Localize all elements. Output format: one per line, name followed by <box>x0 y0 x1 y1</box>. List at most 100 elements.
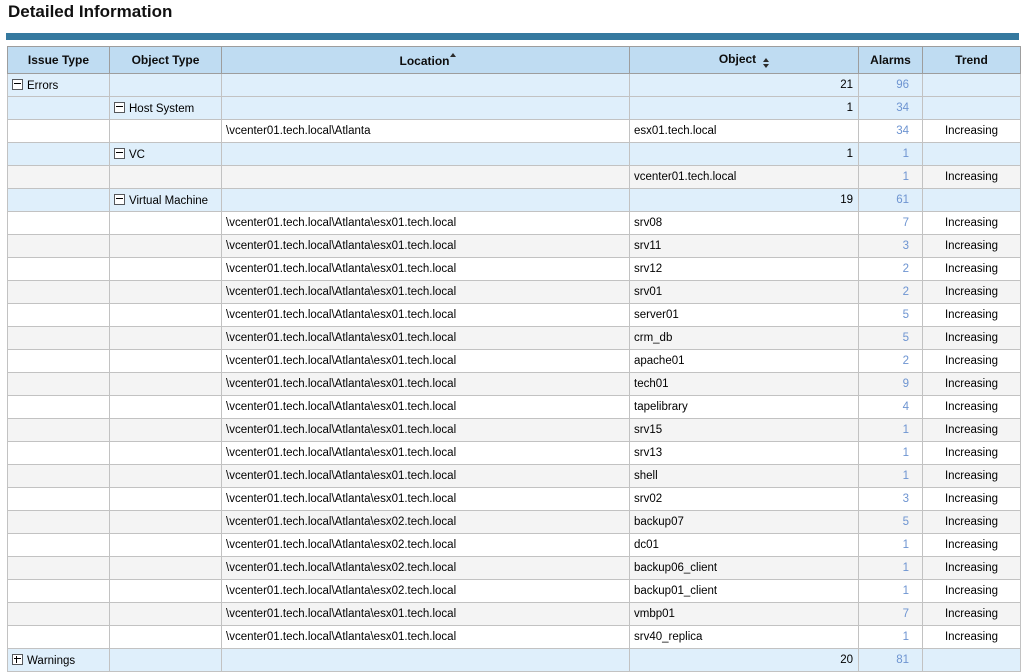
object-cell: srv11 <box>629 234 859 258</box>
alarms-count-cell[interactable]: 3 <box>858 234 923 258</box>
object-cell: 21 <box>629 73 859 97</box>
sort-both-icon <box>763 58 770 68</box>
table-row: \vcenter01.tech.local\Atlanta\esx01.tech… <box>7 257 1021 281</box>
issue-type-cell <box>7 303 110 327</box>
location-cell <box>221 73 630 97</box>
column-header-trend[interactable]: Trend <box>922 46 1021 74</box>
table-row: vcenter01.tech.local 1 Increasing <box>7 165 1021 189</box>
expand-icon[interactable] <box>12 653 23 665</box>
alarms-count-cell[interactable]: 2 <box>858 349 923 373</box>
object-type-cell <box>109 625 222 649</box>
trend-cell: Increasing <box>922 510 1021 534</box>
column-header-object[interactable]: Object <box>629 46 859 74</box>
alarms-count-cell[interactable]: 2 <box>858 257 923 281</box>
alarms-count-cell[interactable]: 9 <box>858 372 923 396</box>
alarms-count-cell[interactable]: 61 <box>858 188 923 212</box>
object-cell: tapelibrary <box>629 395 859 419</box>
location-cell: \vcenter01.tech.local\Atlanta\esx01.tech… <box>221 280 630 304</box>
alarms-count-cell[interactable]: 5 <box>858 303 923 327</box>
object-cell: server01 <box>629 303 859 327</box>
trend-cell <box>922 73 1021 97</box>
trend-cell: Increasing <box>922 280 1021 304</box>
trend-cell <box>922 188 1021 212</box>
trend-cell: Increasing <box>922 579 1021 603</box>
object-type-cell <box>109 372 222 396</box>
object-type-cell: Virtual Machine <box>109 188 222 212</box>
trend-cell: Increasing <box>922 441 1021 465</box>
alarms-count-cell[interactable]: 1 <box>858 418 923 442</box>
alarms-count-cell[interactable]: 1 <box>858 142 923 166</box>
location-cell: \vcenter01.tech.local\Atlanta\esx01.tech… <box>221 418 630 442</box>
alarms-count-cell[interactable]: 34 <box>858 119 923 143</box>
alarms-count-cell[interactable]: 2 <box>858 280 923 304</box>
issue-type-cell <box>7 579 110 603</box>
object-type-cell <box>109 395 222 419</box>
object-cell: vmbp01 <box>629 602 859 626</box>
alarms-count-cell[interactable]: 1 <box>858 625 923 649</box>
alarms-count-cell[interactable]: 4 <box>858 395 923 419</box>
table-row: \vcenter01.tech.local\Atlanta\esx01.tech… <box>7 280 1021 304</box>
object-type-cell <box>109 533 222 557</box>
table-row: \vcenter01.tech.local\Atlanta\esx02.tech… <box>7 533 1021 557</box>
page-title: Detailed Information <box>8 2 173 21</box>
alarms-count-cell[interactable]: 1 <box>858 533 923 557</box>
alarms-count-cell[interactable]: 1 <box>858 464 923 488</box>
alarms-count-cell[interactable]: 1 <box>858 556 923 580</box>
location-cell: \vcenter01.tech.local\Atlanta\esx02.tech… <box>221 579 630 603</box>
issue-type-cell <box>7 441 110 465</box>
alarms-count-cell[interactable]: 1 <box>858 579 923 603</box>
location-cell: \vcenter01.tech.local\Atlanta\esx01.tech… <box>221 395 630 419</box>
group-row-errors: Errors 21 96 <box>7 73 1021 97</box>
location-cell <box>221 165 630 189</box>
alarms-count-cell[interactable]: 96 <box>858 73 923 97</box>
alarms-count-cell[interactable]: 34 <box>858 96 923 120</box>
object-cell: esx01.tech.local <box>629 119 859 143</box>
column-header-object-type[interactable]: Object Type <box>109 46 222 74</box>
alarms-count-cell[interactable]: 1 <box>858 165 923 189</box>
trend-cell: Increasing <box>922 372 1021 396</box>
alarms-count-cell[interactable]: 3 <box>858 487 923 511</box>
alarms-count-cell[interactable]: 7 <box>858 211 923 235</box>
issue-type-cell: Errors <box>7 73 110 97</box>
location-cell: \vcenter01.tech.local\Atlanta\esx01.tech… <box>221 326 630 350</box>
location-cell <box>221 142 630 166</box>
issue-type-cell <box>7 464 110 488</box>
table-row: \vcenter01.tech.local\Atlanta\esx01.tech… <box>7 234 1021 258</box>
detailed-information-table: Issue Type Object Type Location Object A… <box>7 46 1021 672</box>
location-cell <box>221 96 630 120</box>
column-header-alarms[interactable]: Alarms <box>858 46 923 74</box>
issue-type-cell <box>7 602 110 626</box>
collapse-icon[interactable] <box>12 78 23 90</box>
issue-type-cell <box>7 395 110 419</box>
group-row-host-system: Host System 1 34 <box>7 96 1021 120</box>
alarms-count-cell[interactable]: 1 <box>858 441 923 465</box>
table-row: \vcenter01.tech.local\Atlanta\esx01.tech… <box>7 625 1021 649</box>
trend-cell: Increasing <box>922 418 1021 442</box>
object-type-cell <box>109 119 222 143</box>
object-cell: 19 <box>629 188 859 212</box>
alarms-count-cell[interactable]: 81 <box>858 648 923 672</box>
column-header-location[interactable]: Location <box>221 46 630 74</box>
issue-type-cell <box>7 165 110 189</box>
table-row: \vcenter01.tech.local\Atlanta\esx01.tech… <box>7 487 1021 511</box>
column-header-label: Object Type <box>131 53 200 67</box>
object-cell: srv13 <box>629 441 859 465</box>
column-header-issue-type[interactable]: Issue Type <box>7 46 110 74</box>
collapse-icon[interactable] <box>114 101 125 113</box>
location-cell: \vcenter01.tech.local\Atlanta\esx01.tech… <box>221 303 630 327</box>
location-cell: \vcenter01.tech.local\Atlanta\esx01.tech… <box>221 349 630 373</box>
collapse-icon[interactable] <box>114 147 125 159</box>
alarms-count-cell[interactable]: 7 <box>858 602 923 626</box>
alarms-count-cell[interactable]: 5 <box>858 326 923 350</box>
group-label: Warnings <box>27 654 76 667</box>
object-type-cell <box>109 326 222 350</box>
alarms-count-cell[interactable]: 5 <box>858 510 923 534</box>
table-row: \vcenter01.tech.local\Atlanta esx01.tech.… <box>7 119 1021 143</box>
issue-type-cell <box>7 142 110 166</box>
object-cell: 20 <box>629 648 859 672</box>
collapse-icon[interactable] <box>114 193 125 205</box>
table-row: \vcenter01.tech.local\Atlanta\esx01.tech… <box>7 326 1021 350</box>
table-row: \vcenter01.tech.local\Atlanta\esx01.tech… <box>7 441 1021 465</box>
issue-type-cell <box>7 418 110 442</box>
object-cell: srv15 <box>629 418 859 442</box>
